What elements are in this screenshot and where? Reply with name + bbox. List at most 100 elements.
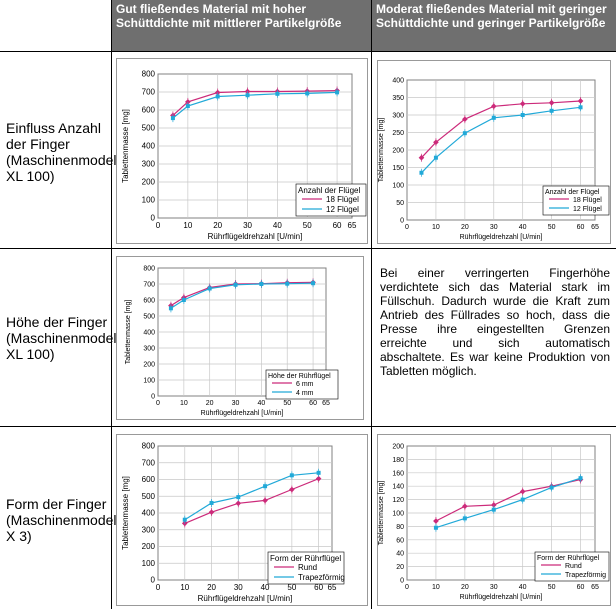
divider-v2	[371, 0, 372, 609]
legend-entry: Rund	[565, 563, 582, 570]
y-tick-label: 500	[142, 492, 156, 501]
x-tick-label: 60	[314, 583, 323, 592]
x-tick-label: 0	[156, 400, 160, 407]
x-tick-label: 20	[207, 583, 216, 592]
data-point	[233, 282, 238, 287]
y-tick-label: 100	[142, 196, 156, 205]
data-point	[209, 500, 214, 505]
y-tick-label: 300	[392, 113, 404, 120]
x-tick-label: 0	[156, 221, 161, 230]
x-tick-label: 50	[548, 224, 556, 231]
x-tick-label: 60	[333, 221, 342, 230]
data-point	[236, 495, 241, 500]
legend-entry: 6 mm	[296, 381, 314, 388]
y-tick-label: 0	[151, 576, 156, 585]
x-axis-label: Rührflügeldrehzahl [U/min]	[208, 232, 303, 241]
data-point	[549, 108, 554, 113]
x-tick-label: 65	[591, 584, 599, 591]
data-point	[462, 503, 468, 510]
y-tick-label: 500	[142, 124, 156, 133]
x-tick-label: 10	[432, 224, 440, 231]
y-tick-label: 350	[392, 95, 404, 102]
x-axis-label: Rührflügeldrehzahl [U/min]	[460, 594, 543, 601]
y-tick-label: 400	[142, 509, 156, 518]
divider-v1	[111, 0, 112, 609]
y-tick-label: 140	[392, 484, 404, 491]
x-tick-label: 0	[405, 584, 409, 591]
y-tick-label: 400	[142, 142, 156, 151]
y-tick-label: 200	[142, 542, 156, 551]
y-tick-label: 100	[392, 183, 404, 190]
row-label-hoehe: Höhe der Finger (Maschinenmodel XL 100)	[6, 314, 117, 362]
x-tick-label: 20	[461, 584, 469, 591]
y-axis-label: Tablettenmasse [mg]	[125, 300, 132, 365]
data-point	[578, 476, 583, 481]
data-point	[285, 281, 290, 286]
x-axis-label: Rührflügeldrehzahl [U/min]	[460, 234, 543, 241]
series-line	[435, 478, 581, 522]
legend-title: Form der Rührflügel	[537, 555, 600, 562]
x-tick-label: 10	[183, 221, 192, 230]
chart-anzahl-moderat: 0 50 100 150 200 250 300 350 400 0 10 20 30 40 50 60 65 R…	[377, 60, 611, 249]
y-tick-label: 0	[151, 394, 155, 401]
y-tick-label: 100	[142, 559, 156, 568]
x-tick-label: 60	[309, 400, 317, 407]
legend-box	[267, 551, 345, 585]
data-point	[245, 93, 250, 98]
y-tick-label: 200	[142, 178, 156, 187]
legend-entry: Rund	[298, 563, 317, 572]
x-tick-label: 65	[348, 221, 357, 230]
x-tick-label: 10	[432, 584, 440, 591]
header-col2: Gut fließendes Material mit hoher Schütt…	[112, 0, 371, 51]
y-tick-label: 0	[400, 578, 404, 585]
data-point	[289, 473, 294, 478]
x-tick-label: 40	[273, 221, 282, 230]
chart-anzahl-gut: 0 100 200 300 400 500 600 700 800 0 10 20 30 40 50 60 65…	[116, 58, 368, 249]
y-tick-label: 600	[143, 298, 155, 305]
y-tick-label: 700	[142, 88, 156, 97]
y-tick-label: 180	[392, 457, 404, 464]
legend-entry: 18 Flügel	[326, 195, 359, 204]
y-axis-label: Tablettenmasse [mg]	[378, 481, 385, 546]
y-tick-label: 400	[392, 78, 404, 85]
data-point	[235, 500, 242, 507]
data-point	[520, 497, 525, 502]
data-point	[578, 105, 583, 110]
x-tick-label: 30	[243, 221, 252, 230]
y-tick-label: 200	[143, 362, 155, 369]
data-point	[335, 90, 340, 95]
data-point	[433, 155, 438, 160]
x-tick-label: 10	[180, 400, 188, 407]
x-tick-label: 20	[213, 221, 222, 230]
y-tick-label: 800	[143, 266, 155, 273]
x-tick-label: 30	[490, 224, 498, 231]
divider-h2	[0, 248, 616, 249]
divider-h1	[0, 51, 616, 52]
x-axis-label: Rührflügeldrehzahl [U/min]	[198, 594, 293, 603]
x-tick-label: 40	[519, 224, 527, 231]
y-tick-label: 0	[151, 214, 156, 223]
x-tick-label: 0	[405, 224, 409, 231]
legend-entry: 4 mm	[296, 390, 314, 397]
legend-box	[265, 369, 339, 400]
x-tick-label: 30	[232, 400, 240, 407]
x-tick-label: 65	[328, 583, 337, 592]
x-tick-label: 50	[303, 221, 312, 230]
y-tick-label: 400	[143, 330, 155, 337]
y-tick-label: 150	[392, 165, 404, 172]
chart-form-gut: 0 100 200 300 400 500 600 700 800 0 10 20 30 40 50 60 65…	[116, 434, 368, 611]
x-tick-label: 20	[206, 400, 214, 407]
legend-entry: Trapezförmig	[565, 572, 606, 579]
y-tick-label: 600	[142, 106, 156, 115]
y-axis-label: Tablettenmasse [mg]	[378, 118, 385, 183]
x-tick-label: 50	[548, 584, 556, 591]
legend-box	[295, 183, 367, 217]
x-tick-label: 30	[490, 584, 498, 591]
data-point	[185, 104, 190, 109]
y-axis-label: Tablettenmasse [mg]	[121, 109, 130, 183]
y-tick-label: 100	[143, 378, 155, 385]
data-point	[215, 94, 220, 99]
y-tick-label: 800	[142, 70, 156, 79]
y-tick-label: 250	[392, 130, 404, 137]
